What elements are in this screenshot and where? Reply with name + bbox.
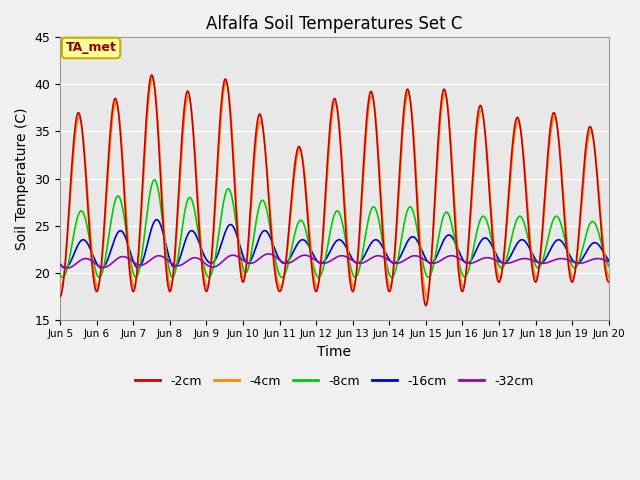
-8cm	[311, 268, 319, 274]
-8cm	[59, 275, 67, 280]
-16cm	[311, 254, 319, 260]
-8cm	[122, 222, 129, 228]
-2cm	[605, 279, 612, 285]
Y-axis label: Soil Temperature (C): Soil Temperature (C)	[15, 108, 29, 250]
-32cm	[369, 254, 377, 260]
-16cm	[605, 257, 612, 263]
-32cm	[122, 254, 129, 260]
-4cm	[310, 276, 318, 282]
-16cm	[61, 265, 68, 271]
-4cm	[121, 189, 129, 195]
-2cm	[121, 202, 129, 207]
Line: -4cm: -4cm	[60, 79, 609, 296]
-8cm	[290, 236, 298, 242]
-8cm	[369, 204, 377, 210]
-4cm	[422, 293, 430, 299]
X-axis label: Time: Time	[317, 345, 351, 359]
-16cm	[56, 261, 64, 266]
-2cm	[301, 177, 308, 182]
-32cm	[301, 252, 309, 258]
-32cm	[63, 265, 71, 271]
-4cm	[56, 283, 64, 289]
-32cm	[605, 259, 612, 264]
-32cm	[99, 264, 107, 270]
-8cm	[301, 225, 309, 230]
-4cm	[148, 76, 156, 82]
-4cm	[369, 94, 376, 100]
-2cm	[422, 303, 429, 309]
-32cm	[311, 257, 319, 263]
Line: -8cm: -8cm	[60, 180, 609, 277]
-2cm	[369, 93, 376, 98]
-8cm	[56, 272, 64, 277]
-2cm	[289, 176, 297, 181]
-32cm	[56, 262, 64, 268]
-2cm	[148, 72, 156, 78]
-8cm	[151, 177, 159, 183]
-8cm	[605, 263, 612, 269]
-4cm	[605, 274, 612, 280]
-8cm	[99, 267, 107, 273]
-16cm	[122, 234, 129, 240]
-4cm	[99, 252, 106, 258]
Line: -2cm: -2cm	[60, 75, 609, 306]
Line: -16cm: -16cm	[60, 220, 609, 268]
Title: Alfalfa Soil Temperatures Set C: Alfalfa Soil Temperatures Set C	[206, 15, 463, 33]
-4cm	[289, 185, 297, 191]
-16cm	[99, 264, 107, 270]
-4cm	[301, 170, 308, 176]
-16cm	[153, 217, 161, 223]
-2cm	[310, 285, 318, 291]
-16cm	[290, 248, 298, 254]
Legend: -2cm, -4cm, -8cm, -16cm, -32cm: -2cm, -4cm, -8cm, -16cm, -32cm	[130, 370, 539, 393]
-32cm	[290, 258, 298, 264]
-32cm	[265, 251, 273, 257]
Text: TA_met: TA_met	[66, 41, 116, 54]
-16cm	[369, 238, 377, 244]
-16cm	[301, 238, 309, 243]
-2cm	[99, 246, 106, 252]
Line: -32cm: -32cm	[60, 254, 609, 268]
-2cm	[56, 293, 64, 299]
